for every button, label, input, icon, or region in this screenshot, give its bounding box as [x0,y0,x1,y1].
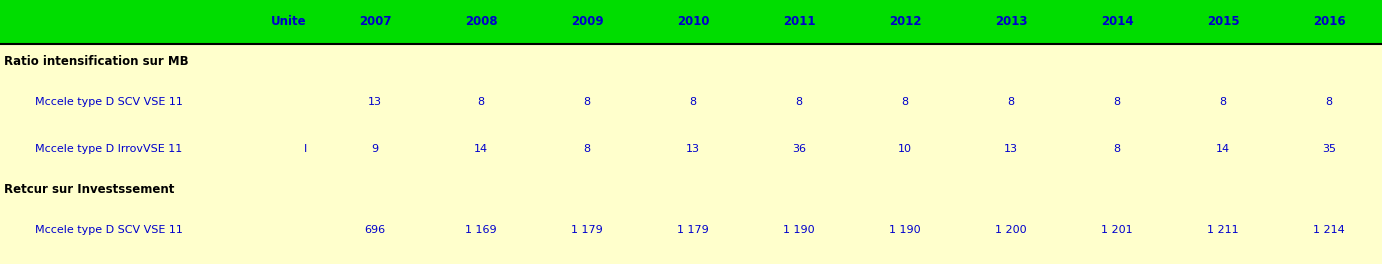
Text: 2011: 2011 [782,15,815,28]
Text: 8: 8 [583,97,590,107]
Text: 696: 696 [365,225,386,235]
Text: 2009: 2009 [571,15,604,28]
Text: 2016: 2016 [1313,15,1345,28]
Text: Ratio intensification sur MB: Ratio intensification sur MB [4,55,189,68]
Text: 35: 35 [1323,144,1336,153]
Text: 8: 8 [796,97,803,107]
Text: 1 190: 1 190 [784,225,815,235]
Text: 1 211: 1 211 [1208,225,1238,235]
Text: 1 200: 1 200 [995,225,1027,235]
Text: 13: 13 [685,144,701,153]
Text: 1 201: 1 201 [1101,225,1133,235]
Text: 8: 8 [901,97,908,107]
Text: Mccele type D IrrovVSE 11: Mccele type D IrrovVSE 11 [35,144,182,153]
Text: 8: 8 [1325,97,1332,107]
Text: 1 179: 1 179 [571,225,603,235]
Text: 2013: 2013 [995,15,1027,28]
Text: 9: 9 [372,144,379,153]
Text: 13: 13 [1003,144,1019,153]
Text: 13: 13 [368,97,381,107]
Text: 2010: 2010 [677,15,709,28]
Text: 14: 14 [1216,144,1230,153]
Bar [0,0,1382,44]
Text: 1 179: 1 179 [677,225,709,235]
Text: Unite: Unite [271,15,307,28]
Text: 10: 10 [898,144,912,153]
Text: Mccele type D SCV VSE 11: Mccele type D SCV VSE 11 [35,225,182,235]
Text: I: I [304,144,307,153]
Text: 2012: 2012 [889,15,922,28]
Text: 1 190: 1 190 [889,225,920,235]
Text: 2008: 2008 [464,15,498,28]
Text: 2015: 2015 [1206,15,1240,28]
Text: 8: 8 [1114,97,1121,107]
Text: 14: 14 [474,144,488,153]
Text: 8: 8 [1219,97,1227,107]
Text: Mccele type D SCV VSE 11: Mccele type D SCV VSE 11 [35,97,182,107]
Text: 8: 8 [477,97,485,107]
Text: 8: 8 [1007,97,1014,107]
Text: 8: 8 [583,144,590,153]
Text: 8: 8 [1114,144,1121,153]
Text: Retcur sur Investssement: Retcur sur Investssement [4,183,174,196]
Text: 1 169: 1 169 [466,225,496,235]
Text: 2007: 2007 [359,15,391,28]
Text: 8: 8 [690,97,697,107]
Text: 36: 36 [792,144,806,153]
Text: 2014: 2014 [1100,15,1133,28]
Text: 1 214: 1 214 [1313,225,1345,235]
